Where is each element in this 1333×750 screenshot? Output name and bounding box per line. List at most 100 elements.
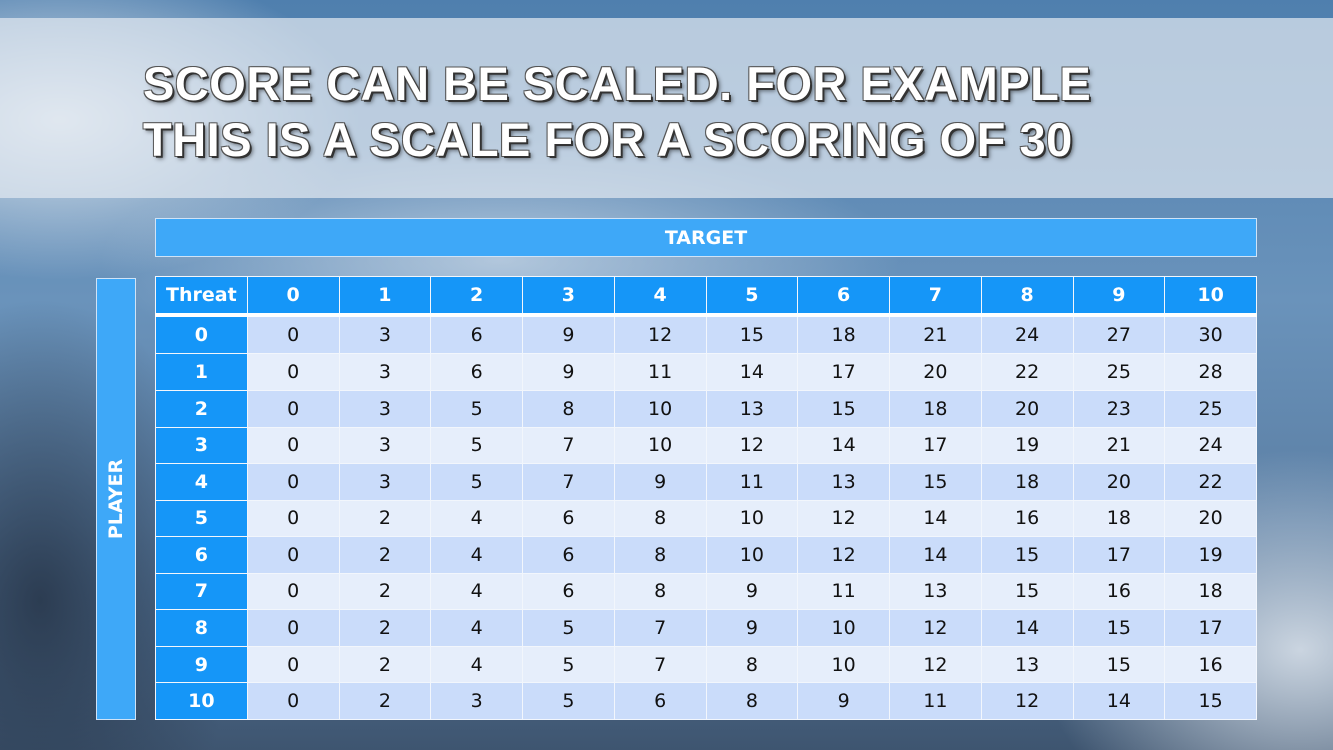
table-row: 1 0 3 6 9 11 14 17 20 22 25 28 (155, 353, 1257, 391)
table-cell: 0 (246, 645, 340, 684)
title-line-2: THIS IS A SCALE FOR A SCORING OF 30 (143, 113, 1073, 166)
table-cell: 15 (797, 389, 890, 428)
table-cell: 2 (338, 682, 432, 720)
table-cell: 7 (613, 609, 707, 647)
table-cell: 15 (1072, 609, 1166, 647)
column-header: 6 (797, 276, 890, 317)
table-cell: 14 (1072, 682, 1166, 720)
table-cell: 9 (705, 609, 799, 647)
table-cell: 4 (430, 645, 523, 684)
table-cell: 11 (613, 353, 707, 391)
table-cell: 2 (338, 572, 432, 611)
table-row: 6 0 2 4 6 8 10 12 14 15 17 19 (155, 536, 1257, 574)
table-cell: 20 (980, 389, 1074, 428)
table-cell: 0 (246, 572, 340, 611)
table-cell: 0 (246, 426, 340, 465)
table-cell: 0 (246, 463, 340, 501)
table-row: 2 0 3 5 8 10 13 15 18 20 23 25 (155, 389, 1257, 428)
table-cell: 9 (613, 463, 707, 501)
table-cell: 16 (1164, 645, 1257, 684)
table-cell: 0 (246, 389, 340, 428)
column-header: 7 (889, 276, 982, 317)
table-cell: 10 (705, 499, 799, 538)
table-cell: 21 (1072, 426, 1166, 465)
table-cell: 30 (1164, 314, 1257, 355)
table-row: 9 0 2 4 5 7 8 10 12 13 15 16 (155, 645, 1257, 684)
column-header: 0 (246, 276, 340, 317)
table-cell: 4 (430, 572, 523, 611)
table-row: 0 0 3 6 9 12 15 18 21 24 27 30 (155, 314, 1257, 355)
column-header: 2 (430, 276, 523, 317)
table-cell: 0 (246, 536, 340, 574)
table-cell: 0 (246, 499, 340, 538)
table-cell: 2 (338, 645, 432, 684)
table-cell: 13 (980, 645, 1074, 684)
table-cell: 9 (705, 572, 799, 611)
table-cell: 12 (980, 682, 1074, 720)
table-cell: 6 (613, 682, 707, 720)
table-cell: 10 (613, 426, 707, 465)
table-cell: 18 (1072, 499, 1166, 538)
table-cell: 14 (797, 426, 890, 465)
table-cell: 7 (522, 463, 615, 501)
table-cell: 4 (430, 609, 523, 647)
table-cell: 13 (889, 572, 982, 611)
table-cell: 10 (613, 389, 707, 428)
table-cell: 20 (1072, 463, 1166, 501)
table-cell: 10 (797, 645, 890, 684)
table-cell: 4 (430, 499, 523, 538)
table-cell: 17 (1164, 609, 1257, 647)
table-cell: 27 (1072, 314, 1166, 355)
table-cell: 8 (522, 389, 615, 428)
table-cell: 25 (1164, 389, 1257, 428)
row-header: 4 (155, 463, 248, 501)
table-cell: 14 (889, 499, 982, 538)
slide-title: SCORE CAN BE SCALED. FOR EXAMPLE THIS IS… (143, 56, 1091, 168)
table-cell: 16 (980, 499, 1074, 538)
table-cell: 18 (797, 314, 890, 355)
column-header: 10 (1164, 276, 1257, 317)
table-cell: 17 (889, 426, 982, 465)
row-header: 1 (155, 353, 248, 391)
table-cell: 6 (522, 572, 615, 611)
table-cell: 12 (705, 426, 799, 465)
table-cell: 5 (430, 463, 523, 501)
table-cell: 9 (797, 682, 890, 720)
table-cell: 12 (889, 609, 982, 647)
table-cell: 2 (338, 499, 432, 538)
table-cell: 9 (522, 353, 615, 391)
score-scale-table: Threat 0 1 2 3 4 5 6 7 8 9 10 0 0 3 6 9 12 15 18 21 24 27 30 1… (155, 276, 1257, 720)
table-cell: 17 (1072, 536, 1166, 574)
row-header: 7 (155, 572, 248, 611)
table-cell: 3 (338, 314, 432, 355)
table-cell: 3 (430, 682, 523, 720)
table-cell: 10 (705, 536, 799, 574)
table-cell: 14 (889, 536, 982, 574)
player-header: PLAYER (96, 278, 136, 720)
row-header: 9 (155, 645, 248, 684)
table-cell: 6 (430, 353, 523, 391)
column-header: 3 (522, 276, 615, 317)
table-cell: 8 (613, 499, 707, 538)
table-row: 3 0 3 5 7 10 12 14 17 19 21 24 (155, 426, 1257, 465)
table-cell: 15 (980, 536, 1074, 574)
table-cell: 22 (1164, 463, 1257, 501)
table-cell: 21 (889, 314, 982, 355)
table-cell: 6 (522, 536, 615, 574)
table-cell: 3 (338, 463, 432, 501)
column-header: 5 (705, 276, 799, 317)
table-cell: 3 (338, 389, 432, 428)
table-cell: 5 (430, 389, 523, 428)
table-cell: 19 (980, 426, 1074, 465)
table-cell: 20 (1164, 499, 1257, 538)
table-cell: 13 (705, 389, 799, 428)
table-cell: 2 (338, 536, 432, 574)
table-header-row: Threat 0 1 2 3 4 5 6 7 8 9 10 (155, 276, 1257, 317)
table-cell: 8 (705, 645, 799, 684)
table-cell: 0 (246, 353, 340, 391)
table-cell: 8 (613, 572, 707, 611)
column-header: 8 (980, 276, 1074, 317)
title-band (0, 18, 1333, 198)
table-cell: 12 (797, 536, 890, 574)
row-header: 8 (155, 609, 248, 647)
